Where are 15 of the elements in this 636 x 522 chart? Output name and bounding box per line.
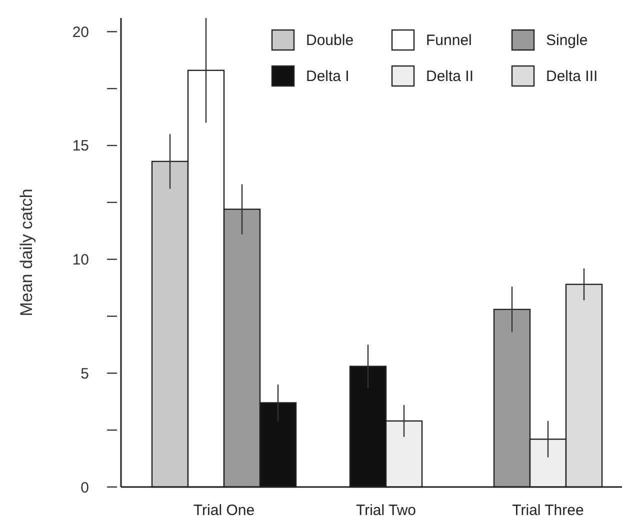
legend-label: Delta III bbox=[546, 68, 598, 85]
y-tick-label: 5 bbox=[80, 365, 89, 382]
y-axis-title: Mean daily catch bbox=[17, 188, 36, 316]
legend-label: Double bbox=[306, 32, 354, 49]
x-tick-label: Trial Three bbox=[512, 502, 584, 519]
y-tick-label: 20 bbox=[72, 24, 89, 41]
x-tick-label: Trial Two bbox=[356, 502, 416, 519]
legend-label: Delta II bbox=[426, 68, 474, 85]
legend-label: Single bbox=[546, 32, 588, 49]
legend-label: Delta I bbox=[306, 68, 350, 85]
y-tick-label: 15 bbox=[72, 138, 89, 155]
legend-label: Funnel bbox=[426, 32, 472, 49]
y-tick-label: 10 bbox=[72, 252, 89, 269]
y-tick-label: 0 bbox=[80, 479, 89, 496]
x-tick-label: Trial One bbox=[193, 502, 255, 519]
